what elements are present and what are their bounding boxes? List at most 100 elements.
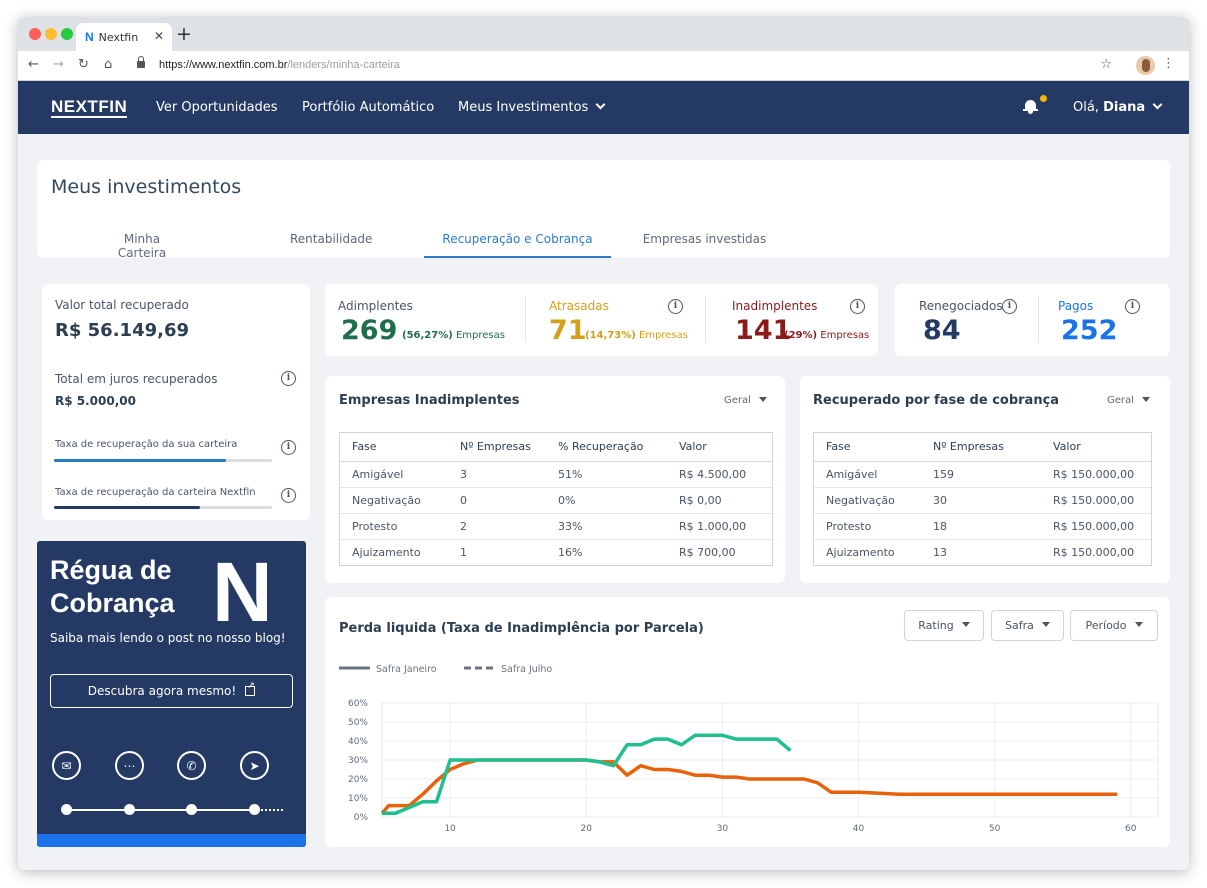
legend-label: Safra Julho xyxy=(501,664,552,675)
lock-icon xyxy=(137,56,145,68)
caret-down-icon xyxy=(1134,622,1143,627)
info-icon[interactable]: i xyxy=(850,299,865,314)
inadimplentes-unit: Empresas xyxy=(820,330,870,341)
info-icon[interactable]: i xyxy=(1002,299,1017,314)
timeline-dot xyxy=(186,804,197,815)
total-recuperado-label: Valor total recuperado xyxy=(55,298,189,312)
y-tick-label: 0% xyxy=(354,813,369,823)
rating-filter-label: Rating xyxy=(918,619,954,632)
info-icon[interactable]: i xyxy=(281,488,296,503)
column-header: Fase xyxy=(340,433,448,462)
nextfin-logo[interactable]: NEXTFIN xyxy=(51,97,128,118)
column-header: Valor xyxy=(667,433,772,462)
table-cell: Protesto xyxy=(340,513,448,540)
inadimplentes-filter-dropdown[interactable]: Geral xyxy=(724,395,767,406)
descubra-button[interactable]: Descubra agora mesmo! xyxy=(50,674,293,708)
series-line-safra-julho xyxy=(380,758,1118,815)
back-icon[interactable]: ← xyxy=(28,57,39,72)
adimplentes-value: 269 xyxy=(341,315,398,346)
timeline-line xyxy=(67,809,255,811)
table-cell: 0% xyxy=(546,487,667,514)
maximize-window-dot[interactable] xyxy=(61,28,73,40)
nav-portfolio-automatico[interactable]: Portfólio Automático xyxy=(302,100,435,115)
fase-filter-dropdown[interactable]: Geral xyxy=(1107,395,1150,406)
info-icon[interactable]: i xyxy=(281,440,296,455)
regua-cobranca-promo: Régua de Cobrança N Saiba mais lendo o po… xyxy=(37,541,306,847)
info-icon[interactable]: i xyxy=(281,371,296,386)
browser-menu-icon[interactable]: ⋮ xyxy=(1162,56,1175,71)
inadimplentes-table-frame: Fase Nº Empresas % Recuperação Valor Ami… xyxy=(339,432,773,566)
info-icon[interactable]: i xyxy=(1125,299,1140,314)
nav-ver-oportunidades[interactable]: Ver Oportunidades xyxy=(156,100,278,115)
info-icon[interactable]: i xyxy=(668,299,683,314)
new-tab-icon[interactable]: + xyxy=(176,23,192,45)
perda-liquida-chart: 0% 10% 20% 30% 40% 50% 60% 10 20 30 40 50 60 Safra Ja… xyxy=(339,664,1159,834)
url-field[interactable]: https://www.nextfin.com.br/lenders/minha… xyxy=(159,59,400,71)
tab-recuperacao-cobranca[interactable]: Recuperação e Cobrança xyxy=(442,232,593,246)
close-window-dot[interactable] xyxy=(29,28,41,40)
promo-title-line2: Cobrança xyxy=(50,588,175,618)
table-cell: R$ 1.000,00 xyxy=(667,513,772,540)
adimplentes-pct: (56,27%) xyxy=(402,330,453,341)
empresas-inadimplentes-card: Empresas Inadimplentes Geral Fase Nº Emp… xyxy=(325,376,785,583)
safra-filter-dropdown[interactable]: Safra xyxy=(991,610,1064,641)
nextfin-favicon-icon: N xyxy=(85,30,94,44)
recuperado-fase-title: Recuperado por fase de cobrança xyxy=(813,393,1060,408)
renegociados-label: Renegociados xyxy=(919,299,1003,313)
juros-value: R$ 5.000,00 xyxy=(55,394,136,408)
renegociados-pagos-card: Renegociados i 84 Pagos i 252 xyxy=(895,284,1170,356)
atrasadas-unit: Empresas xyxy=(638,330,688,341)
notification-bell-icon[interactable] xyxy=(1023,95,1047,114)
user-menu[interactable]: Olá, Diana xyxy=(1073,99,1163,115)
chat-icon: ⋯ xyxy=(115,751,144,780)
nav-meus-investimentos[interactable]: Meus Investimentos xyxy=(458,99,606,115)
forward-icon[interactable]: → xyxy=(53,57,64,72)
table-cell: 16% xyxy=(558,545,583,559)
table-cell: R$ 0,00 xyxy=(667,487,772,514)
pagos-label: Pagos xyxy=(1058,299,1094,313)
browser-tabbar: N Nextfin ✕ + xyxy=(18,17,1189,51)
tab-rentabilidade[interactable]: Rentabilidade xyxy=(290,232,373,246)
table-row: Negativação 0 0% R$ 0,00 xyxy=(340,487,772,514)
table-cell: Amigável xyxy=(340,461,448,488)
perda-liquida-chart-card: Perda liquida (Taxa de Inadimplência por… xyxy=(325,597,1170,847)
table-row: Ajuizamento 1 16% R$ 700,00 xyxy=(340,539,772,565)
rating-filter-dropdown[interactable]: Rating xyxy=(904,610,984,641)
close-tab-icon[interactable]: ✕ xyxy=(153,29,164,43)
periodo-filter-label: Período xyxy=(1085,619,1127,632)
adimplentes-label: Adimplentes xyxy=(338,299,413,313)
recuperado-fase-card: Recuperado por fase de cobrança Geral Fa… xyxy=(800,376,1170,583)
x-tick-label: 10 xyxy=(444,824,456,834)
y-tick-label: 20% xyxy=(348,775,368,785)
profile-avatar[interactable] xyxy=(1136,56,1155,75)
x-tick-label: 20 xyxy=(580,824,592,834)
inadimplentes-label: Inadimplentes xyxy=(732,299,818,313)
reload-icon[interactable]: ↻ xyxy=(78,57,89,72)
table-row: Amigável 159 R$ 150.000,00 xyxy=(814,461,1151,488)
table-cell: 33% xyxy=(546,513,667,540)
rate-own-label: Taxa de recuperação da sua carteira xyxy=(55,439,238,450)
renegociados-value: 84 xyxy=(923,315,961,346)
bookmark-star-icon[interactable]: ☆ xyxy=(1100,57,1112,72)
home-icon[interactable]: ⌂ xyxy=(104,57,113,72)
tab-empresas-investidas[interactable]: Empresas investidas xyxy=(642,232,767,246)
table-cell: Amigável xyxy=(814,461,921,488)
minimize-window-dot[interactable] xyxy=(45,28,57,40)
rate-nextfin-label: Taxa de recuperação da carteira Nextfin xyxy=(55,487,256,498)
timeline-dot xyxy=(61,804,72,815)
fase-table-frame: Fase Nº Empresas Valor Amigável 159 R$ 150… xyxy=(813,432,1152,566)
greeting-label: Olá, xyxy=(1073,100,1099,115)
table-cell: R$ 150.000,00 xyxy=(1041,487,1151,514)
y-tick-label: 40% xyxy=(348,737,368,747)
browser-tab[interactable]: N Nextfin ✕ xyxy=(76,23,172,51)
atrasadas-pct: (14,73%) xyxy=(585,330,636,341)
table-cell: 51% xyxy=(546,461,667,488)
promo-title-line1: Régua de xyxy=(50,555,172,585)
user-name: Diana xyxy=(1103,100,1146,115)
browser-tab-title: Nextfin xyxy=(98,30,139,44)
page-title: Meus investimentos xyxy=(51,176,242,198)
tab-minha-carteira[interactable]: Minha Carteira xyxy=(117,232,167,260)
legend-label: Safra Janeiro xyxy=(376,664,437,675)
periodo-filter-dropdown[interactable]: Período xyxy=(1070,610,1158,641)
inadimplentes-pct: (29%) xyxy=(784,330,818,341)
